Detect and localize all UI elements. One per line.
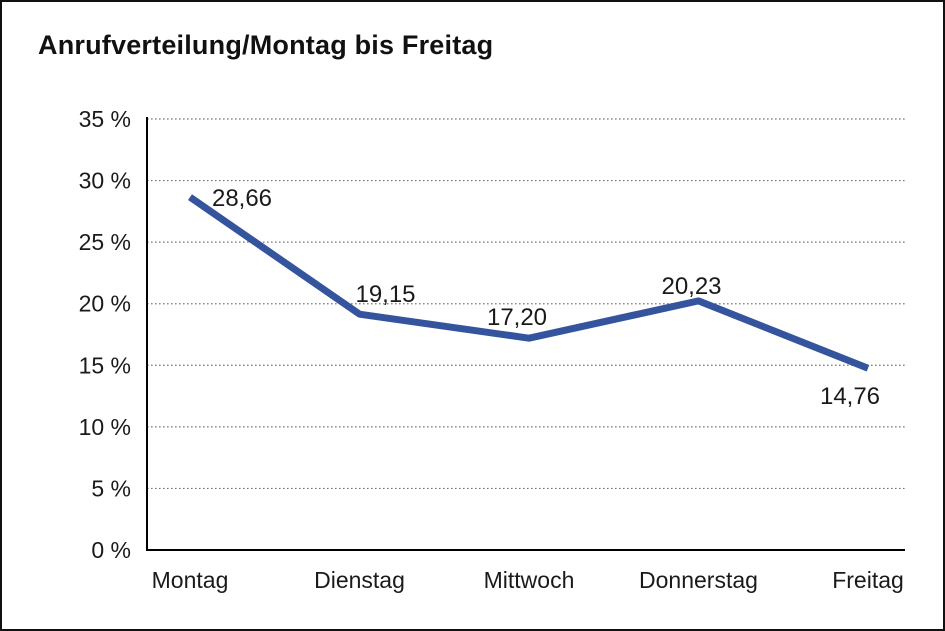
y-tick-label: 35 %	[79, 106, 131, 132]
y-tick-label: 30 %	[79, 168, 131, 194]
data-point-label: 19,15	[355, 281, 415, 308]
data-point-label: 14,76	[820, 383, 880, 410]
data-series-line	[188, 194, 870, 372]
data-point-label: 20,23	[661, 273, 721, 300]
y-tick-label: 0 %	[91, 537, 131, 563]
x-tick-label: Dienstag	[314, 567, 405, 593]
data-point-label: 17,20	[487, 304, 547, 331]
y-tick-label: 25 %	[79, 229, 131, 255]
x-tick-label: Donnerstag	[639, 567, 758, 593]
data-point-label: 28,66	[212, 185, 272, 212]
y-tick-label: 10 %	[79, 414, 131, 440]
y-tick-label: 20 %	[79, 291, 131, 317]
x-tick-label: Mittwoch	[484, 567, 575, 593]
y-tick-label: 15 %	[79, 352, 131, 378]
chart-title: Anrufverteilung/Montag bis Freitag	[38, 30, 494, 60]
x-tick-label: Montag	[152, 567, 229, 593]
y-tick-label: 5 %	[91, 475, 131, 501]
x-tick-label: Freitag	[832, 567, 904, 593]
